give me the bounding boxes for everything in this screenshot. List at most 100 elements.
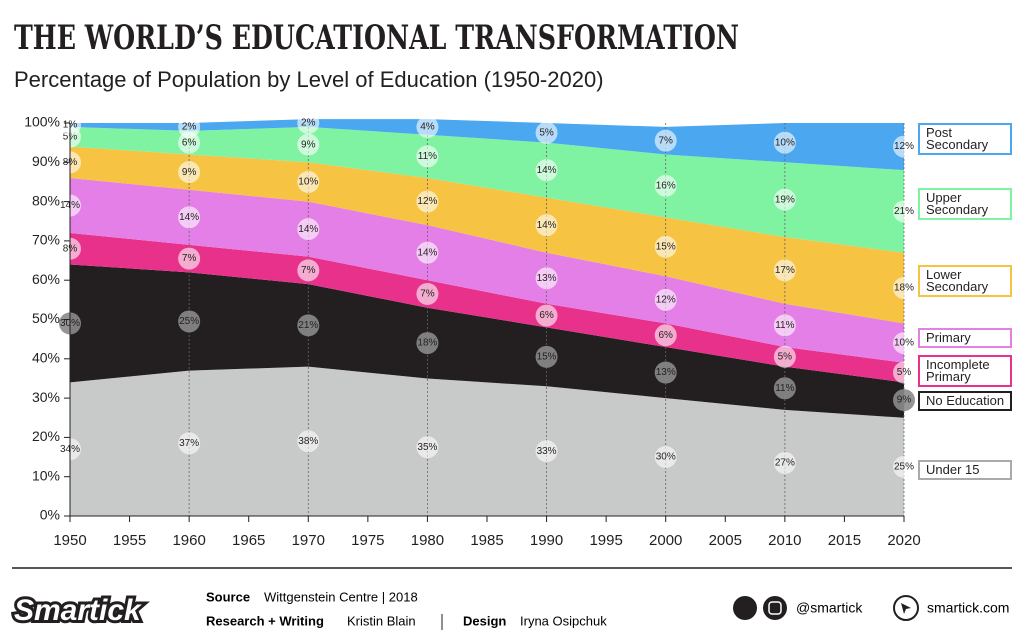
data-label: 25% — [894, 462, 914, 473]
web-icon[interactable] — [893, 595, 919, 621]
data-label: 17% — [775, 265, 795, 276]
chart-subtitle: Percentage of Population by Level of Edu… — [14, 67, 604, 92]
source: Wittgenstein Centre | 2018 — [264, 589, 418, 604]
data-label: 15% — [656, 241, 676, 252]
area — [70, 264, 904, 418]
x-tick-label: 1990 — [530, 532, 563, 549]
area — [70, 233, 904, 383]
label-bubble — [535, 121, 558, 144]
legend-entry: Lower Secondary — [918, 265, 1012, 297]
legend-entry: Upper Secondary — [918, 188, 1012, 220]
data-label: 6% — [658, 330, 673, 341]
label-bubble — [535, 304, 558, 327]
data-label: 5% — [778, 351, 793, 362]
x-tick-label: 1970 — [292, 532, 325, 549]
label-bubble — [416, 145, 439, 168]
label-bubble — [893, 455, 915, 478]
data-label: 11% — [775, 383, 794, 394]
data-label: 18% — [894, 283, 914, 294]
label-bubble — [297, 259, 320, 282]
label-bubble — [535, 267, 558, 290]
data-label: 19% — [775, 194, 795, 205]
label-bubble — [416, 241, 439, 264]
area — [70, 178, 904, 363]
y-tick-label: 40% — [32, 350, 60, 366]
data-label: 14% — [179, 212, 199, 223]
label-bubble — [893, 135, 915, 158]
x-tick-label: 2020 — [887, 532, 920, 549]
website[interactable]: smartick.com — [927, 600, 1009, 616]
data-label: 14% — [537, 220, 557, 231]
label-bubble — [178, 247, 201, 270]
data-label: 9% — [182, 167, 197, 178]
data-label: 15% — [537, 351, 557, 362]
data-label: 9% — [301, 139, 316, 150]
data-label: 14% — [417, 247, 437, 258]
data-label: 7% — [420, 289, 435, 300]
label-bubble — [297, 430, 320, 453]
data-label: 10% — [775, 137, 795, 148]
legend-entry: Incomplete Primary — [918, 355, 1012, 387]
design-label: Design — [463, 613, 506, 628]
social-handle[interactable]: @smartick — [796, 600, 863, 616]
x-tick-label: 1995 — [589, 532, 622, 549]
data-label: 7% — [658, 135, 673, 146]
twitter-icon[interactable] — [733, 596, 757, 620]
label-bubble — [535, 345, 558, 368]
legend-entry: Under 15 — [918, 460, 1012, 480]
label-bubble — [893, 277, 915, 300]
y-tick-label: 30% — [32, 389, 60, 405]
label-bubble — [178, 161, 201, 184]
data-label: 7% — [182, 253, 197, 264]
area — [70, 366, 904, 516]
x-tick-label: 2000 — [649, 532, 682, 549]
label-bubble — [654, 324, 677, 347]
label-bubble — [773, 345, 796, 368]
data-label: 11% — [775, 320, 794, 331]
label-bubble — [297, 112, 320, 134]
data-label: 12% — [656, 294, 676, 305]
label-bubble — [773, 377, 796, 400]
label-bubble — [178, 206, 201, 229]
label-bubble — [535, 440, 558, 463]
data-label: 13% — [656, 367, 676, 378]
y-tick-label: 90% — [32, 153, 60, 169]
label-bubble — [178, 115, 201, 138]
legend-entry: Post Secondary — [918, 123, 1012, 155]
data-label: 35% — [417, 442, 437, 453]
label-bubble — [654, 129, 677, 152]
label-bubble — [893, 389, 915, 412]
label-bubble — [654, 446, 677, 469]
data-label: 7% — [301, 265, 316, 276]
data-label: 9% — [897, 395, 912, 406]
instagram-icon[interactable] — [763, 596, 787, 620]
instagram-glyph — [768, 601, 782, 615]
label-bubble — [773, 451, 796, 474]
label-bubble — [893, 361, 915, 384]
label-bubble — [773, 131, 796, 154]
data-label: 33% — [537, 446, 557, 457]
data-label: 25% — [179, 316, 199, 327]
label-bubble — [654, 288, 677, 311]
label-bubble — [893, 200, 915, 223]
label-bubble — [773, 188, 796, 211]
data-label: 30% — [656, 452, 676, 463]
legend-entry: No Education — [918, 391, 1012, 411]
label-bubble — [178, 432, 201, 455]
data-label: 2% — [301, 118, 316, 129]
y-tick-label: 60% — [32, 271, 60, 287]
x-tick-label: 1980 — [411, 532, 444, 549]
data-label: 11% — [418, 151, 437, 162]
y-tick-label: 80% — [32, 192, 60, 208]
label-bubble — [773, 314, 796, 337]
y-tick-label: 100% — [24, 114, 60, 130]
y-tick-label: 10% — [32, 467, 60, 483]
data-label: 6% — [539, 310, 554, 321]
label-bubble — [297, 218, 320, 241]
design: Iryna Osipchuk — [520, 613, 607, 628]
source-label: Source — [206, 589, 250, 604]
data-label: 12% — [417, 196, 437, 207]
label-bubble — [416, 282, 439, 305]
label-bubble — [773, 259, 796, 282]
